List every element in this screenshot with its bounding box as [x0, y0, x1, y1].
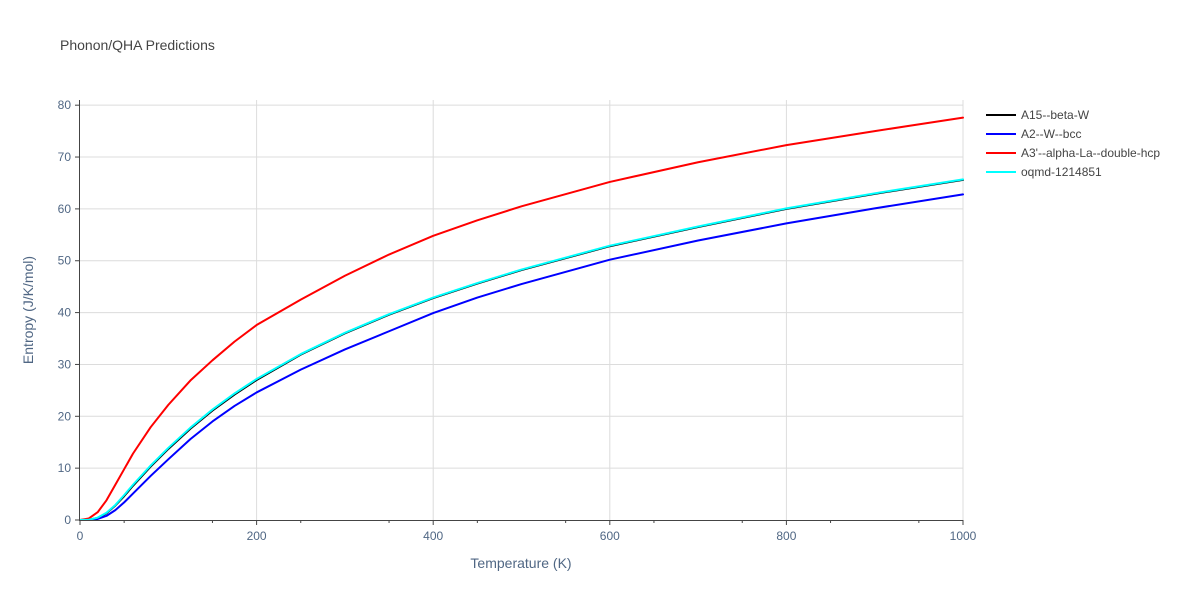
y-tick-label: 70	[58, 150, 72, 164]
y-tick-label: 20	[58, 409, 72, 423]
chart-title: Phonon/QHA Predictions	[60, 37, 215, 53]
x-axis-title: Temperature (K)	[470, 555, 571, 571]
y-tick-label: 10	[58, 461, 72, 475]
legend-label: A2--W--bcc	[1021, 127, 1081, 141]
x-tick-label: 0	[77, 529, 84, 543]
series-line-0	[79, 178, 964, 521]
y-tick-label: 50	[58, 254, 72, 268]
legend-item-0[interactable]: A15--beta-W	[986, 108, 1090, 122]
y-tick-label: 0	[64, 513, 71, 527]
series-line-1	[79, 193, 964, 521]
y-axis-title: Entropy (J/K/mol)	[20, 256, 36, 364]
series-line-2	[79, 116, 964, 521]
legend-item-1[interactable]: A2--W--bcc	[986, 127, 1081, 141]
y-tick-labels: 0 10 20 30 40 50 60 70 80	[58, 98, 80, 527]
y-tick-label: 30	[58, 357, 72, 371]
grid-lines	[80, 100, 964, 520]
legend-label: oqmd-1214851	[1021, 165, 1102, 179]
x-tick-label: 1000	[950, 529, 977, 543]
x-tick-label: 600	[600, 529, 620, 543]
legend[interactable]: A15--beta-W A2--W--bcc A3'--alpha-La--doub…	[986, 108, 1160, 179]
y-tick-label: 80	[58, 98, 72, 112]
legend-label: A3'--alpha-La--double-hcp	[1021, 146, 1160, 160]
plot-area	[79, 116, 964, 521]
legend-label: A15--beta-W	[1021, 108, 1090, 122]
legend-item-3[interactable]: oqmd-1214851	[986, 165, 1102, 179]
x-tick-label: 400	[423, 529, 443, 543]
x-tick-label: 200	[247, 529, 267, 543]
y-tick-label: 60	[58, 202, 72, 216]
y-tick-label: 40	[58, 306, 72, 320]
legend-item-2[interactable]: A3'--alpha-La--double-hcp	[986, 146, 1160, 160]
series-line-3	[79, 178, 964, 521]
x-tick-labels: 0 200 400 600 800 1000	[77, 520, 977, 543]
x-tick-label: 800	[776, 529, 796, 543]
